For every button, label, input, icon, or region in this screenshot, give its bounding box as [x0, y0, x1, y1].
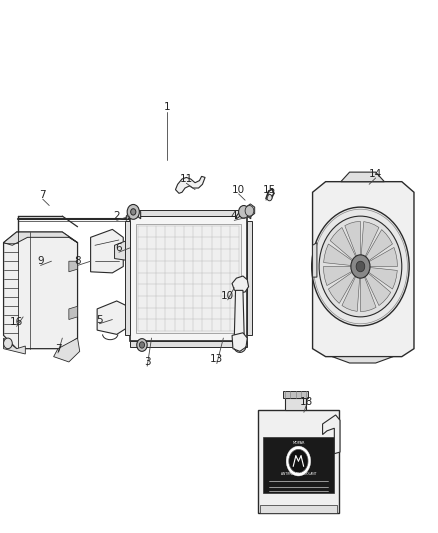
Polygon shape: [4, 338, 25, 354]
Text: 3: 3: [144, 357, 151, 367]
Text: 4: 4: [231, 211, 237, 221]
Circle shape: [351, 255, 370, 278]
Text: 1: 1: [163, 102, 170, 112]
Circle shape: [4, 338, 12, 349]
Circle shape: [131, 209, 136, 215]
Polygon shape: [328, 270, 357, 303]
Circle shape: [267, 195, 272, 201]
Text: 7: 7: [55, 344, 61, 354]
Polygon shape: [115, 241, 130, 260]
Polygon shape: [53, 338, 80, 362]
Polygon shape: [361, 222, 379, 260]
Polygon shape: [69, 306, 78, 319]
Circle shape: [137, 338, 147, 351]
Polygon shape: [360, 274, 376, 312]
Circle shape: [245, 206, 254, 216]
Polygon shape: [364, 230, 392, 263]
Circle shape: [139, 342, 145, 348]
Polygon shape: [364, 271, 391, 305]
Text: 10: 10: [221, 290, 234, 301]
Text: ANTIFREEZE / COOLANT: ANTIFREEZE / COOLANT: [281, 472, 316, 477]
Polygon shape: [341, 172, 385, 182]
Bar: [258, 410, 339, 513]
Text: MOPAR: MOPAR: [292, 441, 305, 445]
Polygon shape: [330, 228, 357, 262]
Text: 15: 15: [262, 184, 276, 195]
Text: 7: 7: [39, 190, 46, 200]
Polygon shape: [366, 247, 397, 266]
Polygon shape: [69, 261, 78, 272]
Text: 18: 18: [300, 397, 313, 407]
Circle shape: [356, 261, 365, 272]
Circle shape: [319, 216, 402, 317]
Circle shape: [286, 446, 311, 476]
Polygon shape: [237, 207, 251, 219]
Polygon shape: [4, 232, 78, 245]
Text: 13: 13: [210, 354, 223, 364]
Circle shape: [239, 206, 249, 218]
Text: 2: 2: [113, 211, 120, 221]
Bar: [130, 210, 247, 216]
Polygon shape: [332, 357, 393, 363]
Bar: [262, 437, 334, 493]
Bar: [283, 391, 308, 398]
Bar: [136, 224, 241, 333]
Bar: [260, 505, 336, 513]
Text: 14: 14: [369, 169, 382, 179]
Circle shape: [289, 449, 308, 473]
Polygon shape: [4, 232, 78, 349]
Text: 10: 10: [232, 184, 245, 195]
Text: 8: 8: [74, 256, 81, 266]
Polygon shape: [244, 204, 254, 216]
Polygon shape: [176, 176, 205, 193]
Polygon shape: [313, 182, 414, 357]
Polygon shape: [126, 207, 141, 220]
Text: 11: 11: [180, 174, 193, 184]
Text: 16: 16: [10, 317, 23, 327]
Bar: [247, 221, 252, 335]
Polygon shape: [342, 273, 360, 311]
Circle shape: [127, 205, 139, 219]
Polygon shape: [313, 243, 317, 277]
Polygon shape: [91, 229, 123, 273]
Bar: [285, 398, 306, 410]
Text: 6: 6: [116, 243, 122, 253]
Text: 5: 5: [96, 314, 102, 325]
Bar: [130, 341, 247, 347]
Polygon shape: [232, 276, 249, 293]
Polygon shape: [232, 333, 247, 351]
Polygon shape: [322, 415, 340, 454]
Bar: [130, 216, 247, 341]
Text: 9: 9: [37, 256, 44, 266]
Polygon shape: [345, 221, 360, 259]
Bar: [125, 221, 130, 335]
Polygon shape: [366, 267, 397, 289]
Polygon shape: [234, 290, 244, 340]
Polygon shape: [324, 244, 355, 266]
Polygon shape: [323, 266, 354, 286]
Polygon shape: [97, 301, 127, 334]
Circle shape: [312, 207, 409, 326]
